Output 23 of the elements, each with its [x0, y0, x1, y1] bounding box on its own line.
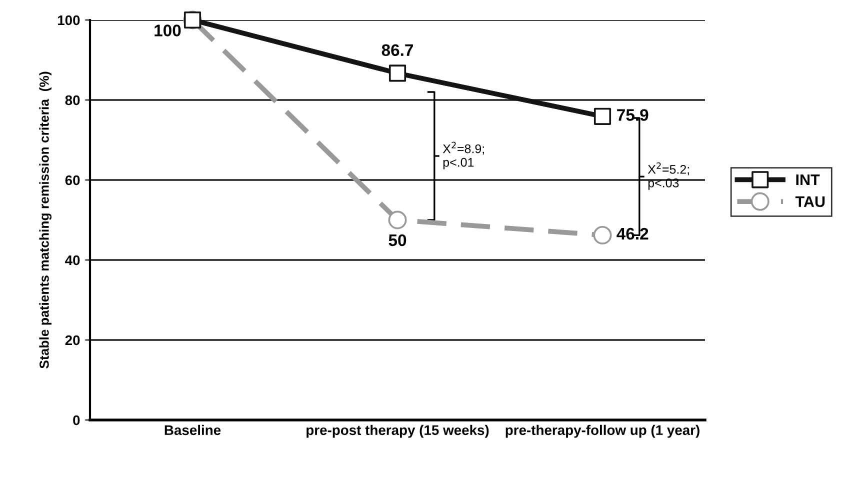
x-tick-label: pre-post therapy (15 weeks) — [306, 424, 489, 438]
data-label: 46.2 — [616, 228, 648, 240]
annotation: X$^{2}$=5.2; p<.03 — [648, 162, 689, 190]
x-tick-label: Baseline — [164, 424, 221, 436]
x-tick-label: pre-therapy-follow up (1 year) — [506, 424, 700, 438]
y-tick-label: 60 — [65, 175, 80, 186]
legend-label: TAU — [795, 196, 825, 208]
y-tick-label: 40 — [65, 255, 80, 266]
point — [388, 64, 406, 82]
y-tick-label: 100 — [58, 15, 80, 26]
y-tick-label: 20 — [65, 335, 80, 346]
point — [594, 108, 612, 125]
y-axis-title: Stable patients matching remission criteria (%) — [39, 72, 52, 368]
point — [593, 226, 612, 244]
data-label: 86.7 — [382, 44, 413, 56]
annotation: X$^{2}$=8.9; p<.01 — [442, 142, 484, 170]
y-tick-label: 0 — [73, 415, 80, 426]
data-label: 75.9 — [617, 109, 648, 121]
legend-label: INT — [796, 174, 820, 186]
y-tick-label: 80 — [65, 95, 80, 106]
point — [388, 210, 407, 230]
data-label: 50 — [388, 234, 406, 246]
data-label: 100 — [154, 24, 181, 36]
